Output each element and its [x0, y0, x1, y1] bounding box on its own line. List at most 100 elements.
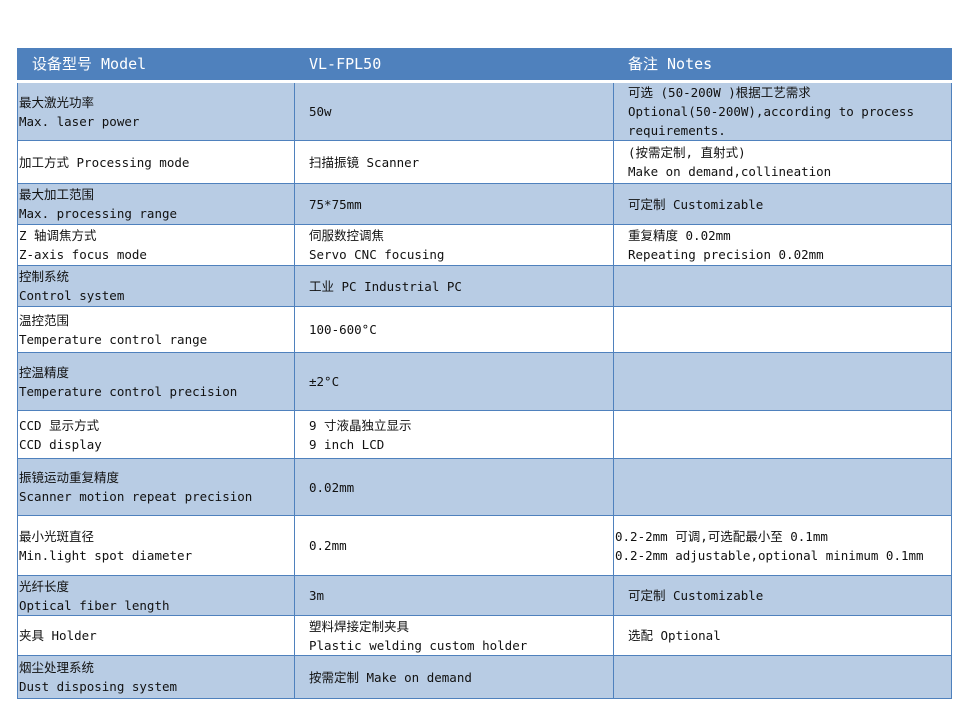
cell-name: 控制系统 Control system [17, 265, 295, 307]
cell-line: 夹具 Holder [19, 628, 97, 643]
cell-line: CCD display [19, 436, 102, 452]
cell-notes [613, 655, 952, 699]
cell-line: 100-600°C [309, 322, 377, 337]
cell-line: Optional(50-200W),according to process r… [628, 104, 914, 138]
cell-line: 50w [309, 104, 332, 119]
cell-value: 伺服数控调焦 Servo CNC focusing [294, 224, 614, 266]
cell-line: 最大加工范围 [19, 187, 95, 202]
cell-name: 烟尘处理系统 Dust disposing system [17, 655, 295, 699]
cell-value: 按需定制 Make on demand [294, 655, 614, 699]
table-row: 最大加工范围 Max. processing range 75*75mm 可定制 Cu… [17, 183, 952, 225]
cell-value: 9 寸液晶独立显示 9 inch LCD [294, 410, 614, 459]
cell-name: 最小光斑直径 Min.light spot diameter [17, 515, 295, 576]
cell-notes: 0.2-2mm 可调,可选配最小至 0.1mm 0.2-2mm adjustabl… [613, 515, 952, 576]
table-row: 光纤长度 Optical fiber length 3m 可定制 Customizab… [17, 575, 952, 616]
cell-notes [613, 306, 952, 353]
cell-line: 工业 PC Industrial PC [309, 278, 462, 294]
table-row: 控制系统 Control system 工业 PC Industrial PC [17, 265, 952, 307]
cell-line: Temperature control precision [19, 383, 238, 399]
cell-line: 扫描振镜 Scanner [309, 154, 420, 170]
header-value: VL-FPL50 [294, 48, 614, 83]
cell-line: Scanner motion repeat precision [19, 489, 253, 504]
cell-notes: 可定制 Customizable [613, 575, 952, 616]
cell-value: 50w [294, 81, 614, 141]
table-row: 烟尘处理系统 Dust disposing system 按需定制 Make on … [17, 655, 952, 699]
cell-line: 3m [309, 588, 325, 603]
cell-line: ±2°C [309, 374, 340, 389]
cell-name: 加工方式 Processing mode [17, 140, 295, 184]
cell-line: 9 inch LCD [309, 436, 385, 452]
table-row: 振镜运动重复精度 Scanner motion repeat precision 0… [17, 458, 952, 516]
cell-line: 可选 (50-200W )根据工艺需求 [628, 85, 811, 100]
cell-name: 振镜运动重复精度 Scanner motion repeat precision [17, 458, 295, 516]
cell-line: 0.02mm [309, 479, 355, 495]
cell-line: 温控范围 [19, 312, 70, 328]
cell-line: 按需定制 Make on demand [309, 669, 472, 685]
cell-line: Servo CNC focusing [309, 247, 445, 262]
cell-notes [613, 410, 952, 459]
cell-line: Dust disposing system [19, 679, 178, 694]
table-row: 控温精度 Temperature control precision ±2°C [17, 352, 952, 411]
table-header: 设备型号 Model VL-FPL50 备注 Notes [17, 48, 952, 83]
cell-line: 最大激光功率 [19, 94, 95, 110]
cell-line: Min.light spot diameter [19, 547, 193, 563]
cell-line: Repeating precision 0.02mm [628, 247, 824, 262]
cell-line: 伺服数控调焦 [309, 228, 385, 243]
cell-name: 光纤长度 Optical fiber length [17, 575, 295, 616]
cell-name: 温控范围 Temperature control range [17, 306, 295, 353]
cell-notes: 选配 Optional [613, 615, 952, 656]
cell-value: 100-600°C [294, 306, 614, 353]
cell-notes [613, 458, 952, 516]
cell-name: 控温精度 Temperature control precision [17, 352, 295, 411]
cell-line: 0.2-2mm adjustable,optional minimum 0.1m… [615, 547, 924, 563]
cell-line: 振镜运动重复精度 [19, 470, 120, 485]
cell-value: 塑料焊接定制夹具 Plastic welding custom holder [294, 615, 614, 656]
cell-line: 控制系统 [19, 269, 70, 284]
cell-line: Max. laser power [19, 113, 140, 129]
header-notes: 备注 Notes [613, 48, 952, 83]
cell-line: 烟尘处理系统 [19, 660, 95, 675]
cell-notes [613, 265, 952, 307]
cell-line: 0.2-2mm 可调,可选配最小至 0.1mm [615, 528, 828, 544]
cell-value: 3m [294, 575, 614, 616]
table-row: 最大激光功率 Max. laser power 50w 可选 (50-200W )根据… [17, 81, 952, 141]
cell-value: ±2°C [294, 352, 614, 411]
cell-line: 9 寸液晶独立显示 [309, 417, 412, 433]
cell-line: Optical fiber length [19, 597, 170, 613]
cell-line: Temperature control range [19, 331, 208, 347]
cell-line: 选配 Optional [628, 628, 721, 643]
cell-name: Z 轴调焦方式 Z-axis focus mode [17, 224, 295, 266]
table-row: 温控范围 Temperature control range 100-600°C [17, 306, 952, 353]
spec-table: 设备型号 Model VL-FPL50 备注 Notes 最大激光功率 Max. … [17, 48, 952, 699]
cell-notes [613, 352, 952, 411]
cell-line: 可定制 Customizable [628, 588, 764, 603]
cell-value: 0.02mm [294, 458, 614, 516]
cell-line: CCD 显示方式 [19, 417, 100, 433]
cell-line: Control system [19, 288, 125, 303]
cell-name: 夹具 Holder [17, 615, 295, 656]
cell-notes: 可选 (50-200W )根据工艺需求 Optional(50-200W),acc… [613, 81, 952, 141]
cell-line: (按需定制, 直射式) [628, 145, 746, 160]
cell-notes: 重复精度 0.02mm Repeating precision 0.02mm [613, 224, 952, 266]
table-row: 最小光斑直径 Min.light spot diameter 0.2mm 0.2-2m… [17, 515, 952, 576]
cell-line: 75*75mm [309, 196, 362, 212]
cell-value: 75*75mm [294, 183, 614, 225]
cell-line: 可定制 Customizable [628, 196, 764, 212]
table-row: Z 轴调焦方式 Z-axis focus mode 伺服数控调焦 Servo CNC … [17, 224, 952, 266]
cell-name: CCD 显示方式 CCD display [17, 410, 295, 459]
cell-line: Make on demand,collineation [628, 164, 832, 179]
cell-notes: 可定制 Customizable [613, 183, 952, 225]
table-row: 加工方式 Processing mode 扫描振镜 Scanner (按需定制, 直… [17, 140, 952, 184]
cell-name: 最大激光功率 Max. laser power [17, 81, 295, 141]
cell-value: 工业 PC Industrial PC [294, 265, 614, 307]
cell-line: 最小光斑直径 [19, 528, 95, 544]
cell-line: Z-axis focus mode [19, 247, 147, 262]
cell-line: 控温精度 [19, 364, 70, 380]
cell-line: Max. processing range [19, 206, 178, 221]
cell-line: Z 轴调焦方式 [19, 228, 97, 243]
cell-line: 0.2mm [309, 538, 347, 553]
cell-value: 扫描振镜 Scanner [294, 140, 614, 184]
cell-value: 0.2mm [294, 515, 614, 576]
table-row: CCD 显示方式 CCD display 9 寸液晶独立显示 9 inch LCD [17, 410, 952, 459]
cell-line: Plastic welding custom holder [309, 637, 528, 653]
